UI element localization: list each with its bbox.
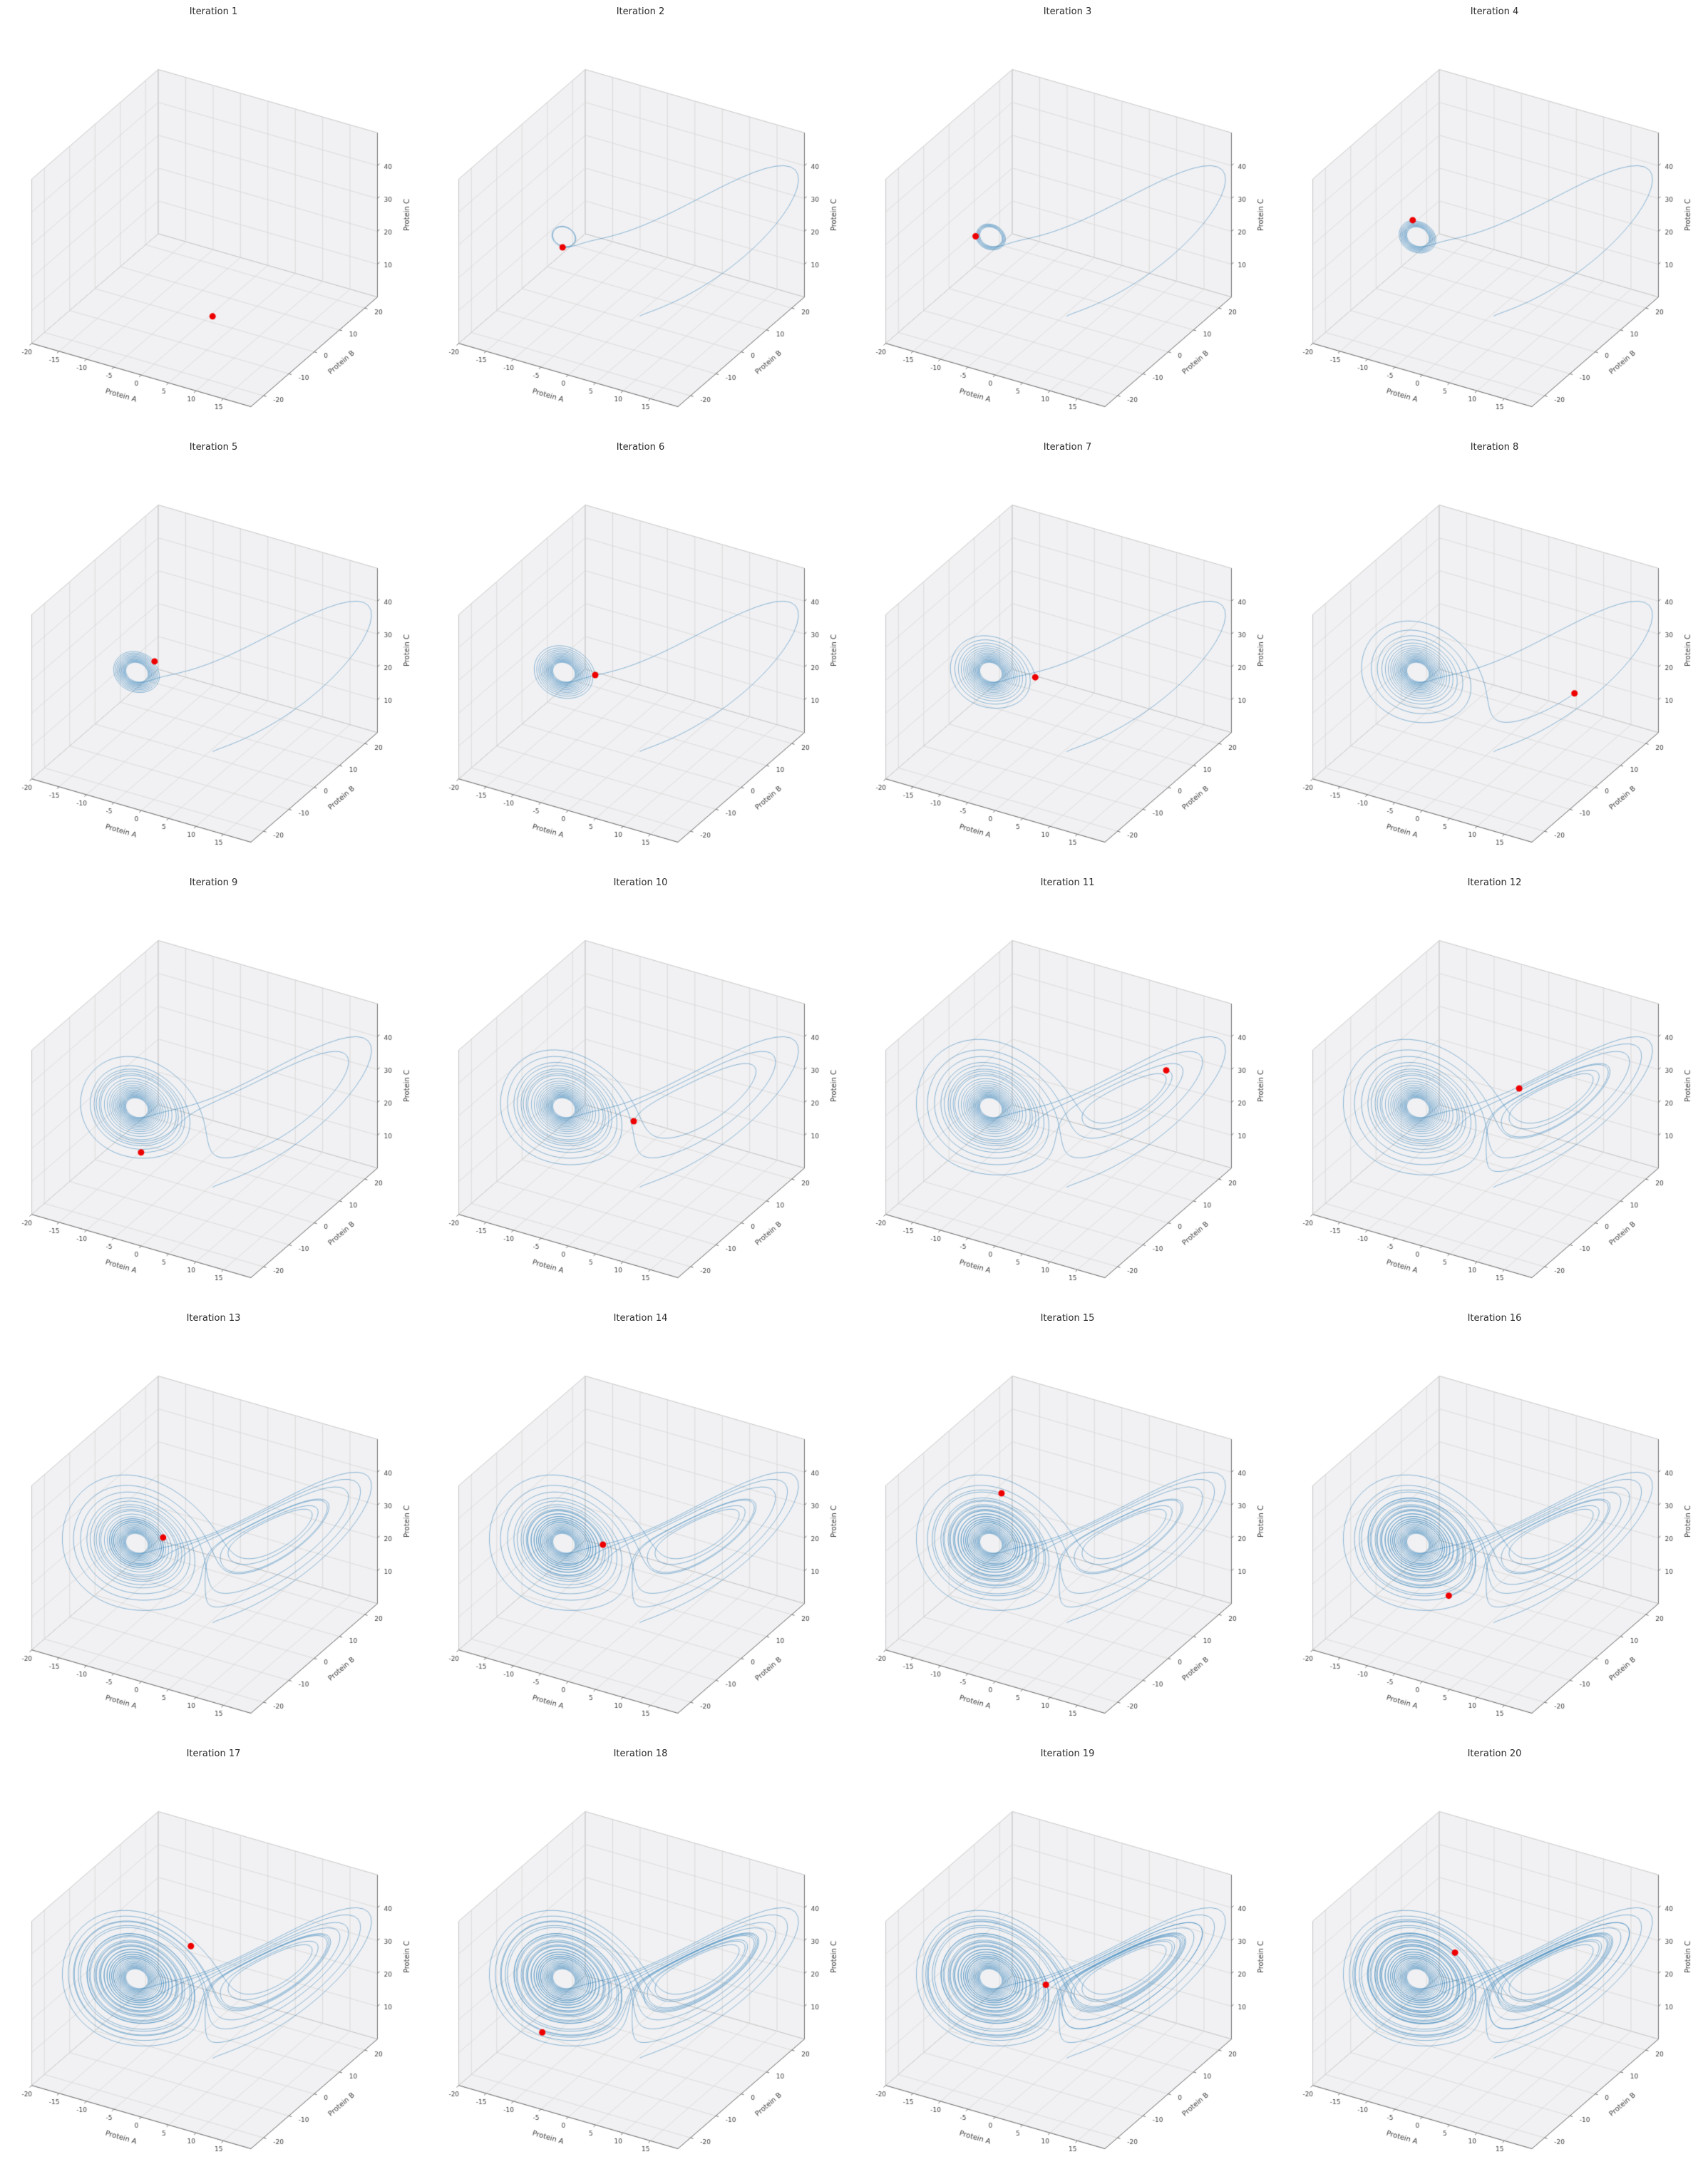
subplot-title: Iteration 7	[1043, 442, 1092, 453]
plot-canvas-3d	[427, 1324, 854, 1742]
subplot-title: Iteration 11	[1040, 877, 1095, 888]
subplot-iteration-13: Iteration 13	[0, 1307, 427, 1742]
subplot-title: Iteration 10	[613, 877, 668, 888]
plot-canvas-3d	[0, 1324, 427, 1742]
subplot-iteration-9: Iteration 9	[0, 871, 427, 1307]
subplot-title: Iteration 18	[613, 1748, 668, 1759]
subplot-iteration-12: Iteration 12	[1281, 871, 1708, 1307]
subplot-title: Iteration 2	[616, 6, 665, 17]
plot-canvas-3d	[0, 17, 427, 436]
subplot-iteration-3: Iteration 3	[854, 0, 1281, 436]
subplot-iteration-19: Iteration 19	[854, 1742, 1281, 2178]
plot-canvas-3d	[854, 453, 1281, 871]
subplot-title: Iteration 3	[1043, 6, 1092, 17]
subplot-title: Iteration 13	[186, 1313, 241, 1324]
subplot-title: Iteration 8	[1470, 442, 1519, 453]
subplot-iteration-15: Iteration 15	[854, 1307, 1281, 1742]
subplot-iteration-10: Iteration 10	[427, 871, 854, 1307]
subplot-iteration-5: Iteration 5	[0, 436, 427, 871]
subplot-title: Iteration 12	[1467, 877, 1522, 888]
subplot-iteration-6: Iteration 6	[427, 436, 854, 871]
plot-canvas-3d	[854, 1759, 1281, 2178]
subplot-title: Iteration 17	[186, 1748, 241, 1759]
subplot-iteration-1: Iteration 1	[0, 0, 427, 436]
subplot-title: Iteration 20	[1467, 1748, 1522, 1759]
subplot-title: Iteration 1	[189, 6, 238, 17]
plot-canvas-3d	[1281, 453, 1708, 871]
subplot-iteration-17: Iteration 17	[0, 1742, 427, 2178]
subplot-title: Iteration 5	[189, 442, 238, 453]
subplot-iteration-8: Iteration 8	[1281, 436, 1708, 871]
plot-canvas-3d	[0, 888, 427, 1307]
subplot-iteration-20: Iteration 20	[1281, 1742, 1708, 2178]
subplot-title: Iteration 9	[189, 877, 238, 888]
plot-canvas-3d	[427, 17, 854, 436]
subplot-iteration-14: Iteration 14	[427, 1307, 854, 1742]
subplot-title: Iteration 6	[616, 442, 665, 453]
subplot-title: Iteration 16	[1467, 1313, 1522, 1324]
plot-canvas-3d	[854, 17, 1281, 436]
subplot-iteration-4: Iteration 4	[1281, 0, 1708, 436]
plot-canvas-3d	[854, 1324, 1281, 1742]
subplot-iteration-2: Iteration 2	[427, 0, 854, 436]
subplot-title: Iteration 4	[1470, 6, 1519, 17]
subplot-title: Iteration 14	[613, 1313, 668, 1324]
plot-canvas-3d	[854, 888, 1281, 1307]
plot-canvas-3d	[0, 453, 427, 871]
plot-canvas-3d	[1281, 17, 1708, 436]
plot-canvas-3d	[0, 1759, 427, 2178]
subplot-iteration-16: Iteration 16	[1281, 1307, 1708, 1742]
plot-canvas-3d	[1281, 1324, 1708, 1742]
plot-canvas-3d	[1281, 1759, 1708, 2178]
subplot-iteration-7: Iteration 7	[854, 436, 1281, 871]
subplot-iteration-11: Iteration 11	[854, 871, 1281, 1307]
plot-canvas-3d	[427, 453, 854, 871]
subplot-title: Iteration 15	[1040, 1313, 1095, 1324]
subplot-title: Iteration 19	[1040, 1748, 1095, 1759]
subplot-iteration-18: Iteration 18	[427, 1742, 854, 2178]
plot-canvas-3d	[427, 888, 854, 1307]
plot-canvas-3d	[1281, 888, 1708, 1307]
plot-canvas-3d	[427, 1759, 854, 2178]
